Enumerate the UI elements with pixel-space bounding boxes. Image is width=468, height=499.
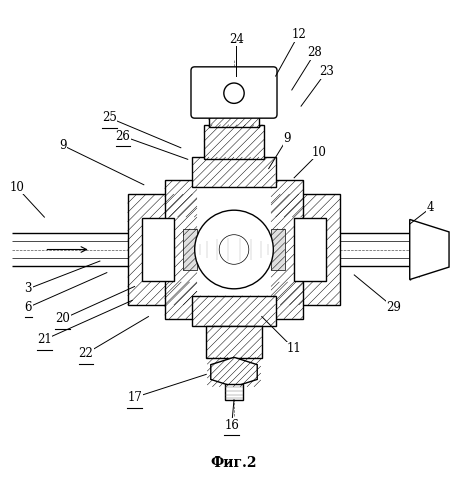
Polygon shape [225,384,243,400]
Circle shape [219,235,249,264]
Polygon shape [271,194,340,305]
Text: 17: 17 [127,391,142,404]
Bar [165,180,303,319]
Text: 3: 3 [24,282,32,295]
Text: 11: 11 [287,342,301,355]
Text: 12: 12 [292,28,306,41]
Text: 25: 25 [102,111,117,124]
Text: 4: 4 [427,202,434,215]
Bar [204,125,264,159]
Text: 9: 9 [284,132,291,145]
Circle shape [224,83,244,103]
Circle shape [195,210,273,289]
Text: 26: 26 [116,130,131,143]
Bar [206,326,262,358]
Polygon shape [211,357,257,387]
Bar [192,296,276,326]
Bar [271,229,285,270]
Bar [183,229,197,270]
Polygon shape [128,194,197,305]
Polygon shape [410,220,449,279]
Text: 9: 9 [59,139,66,152]
Text: Фиг.2: Фиг.2 [211,456,257,470]
Text: 10: 10 [9,181,24,194]
Text: 21: 21 [37,333,52,346]
Text: 16: 16 [224,419,239,432]
Polygon shape [141,218,174,281]
Text: 6: 6 [24,301,32,314]
Text: 28: 28 [307,46,322,59]
Text: 20: 20 [56,312,70,325]
Bar [209,113,259,127]
Text: 29: 29 [386,301,401,314]
Text: 22: 22 [79,347,94,360]
Text: 23: 23 [319,65,334,78]
Polygon shape [294,218,327,281]
Text: 10: 10 [312,146,327,159]
FancyBboxPatch shape [191,67,277,118]
Text: 24: 24 [229,32,244,45]
Bar [192,157,276,187]
